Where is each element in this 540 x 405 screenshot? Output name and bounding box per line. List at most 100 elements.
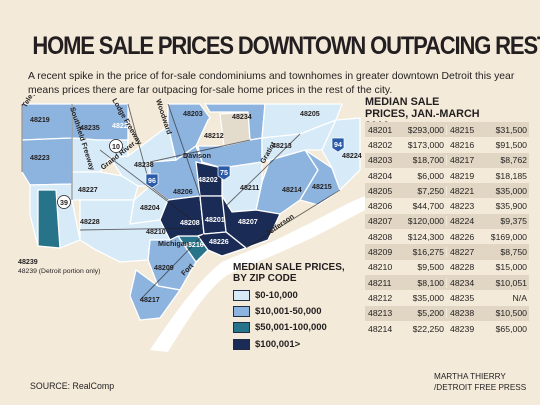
legend-label: $0-10,000 (255, 289, 298, 301)
table-cell-left: 48208 $124,300 (365, 231, 447, 242)
zip-label: 48217 (140, 296, 160, 304)
median-price: $9,500 (417, 262, 444, 273)
road-davison (149, 139, 251, 163)
legend-item: $10,001-50,000 (233, 303, 351, 319)
shield-number: 39 (60, 199, 68, 207)
median-price: $10,500 (495, 308, 527, 319)
zip-label: 48239 (18, 258, 38, 266)
interstate-shield: 94 (331, 137, 345, 153)
shield-number: 75 (220, 169, 228, 177)
median-price: $8,750 (500, 247, 527, 258)
legend-label: $50,001-100,000 (255, 322, 327, 334)
zip-code: 48215 (450, 124, 475, 135)
highway-shield: 10 (109, 139, 123, 153)
river-water (150, 196, 365, 352)
zip-label: 48201 (205, 216, 225, 224)
zip-label: 48234 (232, 113, 252, 121)
table-row: 48211 $8,100 48234 $10,051 (365, 274, 529, 291)
zip-label: 48215 (312, 183, 332, 191)
table-row: 48212 $35,000 48235 N/A (365, 290, 529, 305)
zip-label: 48219 (30, 116, 50, 124)
table-title: MEDIAN SALE PRICES, JAN.-MARCH 2016 (365, 96, 480, 132)
zip-label: 48226 (209, 238, 229, 246)
zip-code: 48203 (368, 155, 393, 166)
legend-item: $100,001> (233, 336, 351, 352)
legend-swatch (233, 289, 250, 301)
zip-48213 (261, 118, 338, 163)
median-price: $65,000 (495, 323, 527, 334)
legend-item: $0-10,000 (233, 287, 351, 303)
table-cell-left: 48214 $22,250 (365, 323, 447, 334)
legend-title: MEDIAN SALE PRICES, BY ZIP CODE (233, 262, 345, 284)
shield-number: 96 (148, 177, 156, 185)
zip-48208 (159, 195, 205, 241)
median-price: $35,000 (412, 292, 444, 303)
legend-label: $100,001> (255, 338, 301, 350)
zip-code: 48228 (450, 262, 475, 273)
headline: HOME SALE PRICES DOWNTOWN OUTPACING REST… (32, 32, 540, 60)
zip-code: 48208 (368, 231, 393, 242)
median-price: $91,500 (495, 139, 527, 150)
zip-label: 48207 (238, 218, 258, 226)
table-row: 48214 $22,250 48239 $65,000 (365, 321, 529, 336)
table-cell-right: 48227 $8,750 (447, 247, 529, 257)
legend: MEDIAN SALE PRICES, BY ZIP CODE $0-10,00… (233, 262, 351, 353)
interstate-shield: 75 (217, 165, 231, 181)
zip-label: 48227 (78, 186, 98, 194)
zip-code: 48226 (450, 231, 475, 242)
table-row: 48209 $16,275 48227 $8,750 (365, 244, 529, 260)
highway-shield: 39 (57, 195, 71, 209)
zip-code: 48211 (368, 277, 392, 288)
table-cell-left: 48205 $7,250 (365, 185, 447, 196)
median-price: N/A (512, 292, 527, 303)
table-cell-right: 48234 $10,051 (447, 278, 529, 288)
road-gratiot (225, 133, 301, 207)
shield-number: 94 (334, 141, 342, 149)
table-cell-right: 48226 $169,000 (447, 232, 529, 242)
zip-label: 48204 (140, 204, 160, 212)
table-cell-right: 48235 N/A (447, 293, 529, 303)
zip-code: 48224 (450, 216, 475, 227)
interstate-shield: 96 (145, 173, 159, 189)
zip-code: 48216 (450, 139, 475, 150)
table-cell-right: 48238 $10,500 (447, 308, 529, 318)
table-row: 48202 $173,000 48216 $91,500 (365, 137, 529, 152)
zip-48217 (129, 268, 182, 321)
table-row: 48206 $44,700 48223 $35,900 (365, 198, 529, 213)
road-michigan (79, 227, 201, 231)
table-cell-right: 48223 $35,900 (447, 201, 529, 211)
zip-code: 48219 (450, 170, 475, 181)
zip-label: 48221 (112, 122, 132, 130)
median-price: $9,375 (500, 216, 527, 227)
zip-label: 48212 (204, 132, 224, 140)
median-price: $124,300 (407, 231, 444, 242)
median-price: $31,500 (495, 124, 527, 135)
legend-swatch (233, 338, 250, 350)
road-woodward (167, 103, 201, 197)
table-cell-left: 48203 $18,700 (365, 155, 447, 166)
zip-label: 48210 (146, 228, 166, 236)
table-cell-left: 48210 $9,500 (365, 262, 447, 273)
table-cell-right: 48216 $91,500 (447, 140, 529, 150)
median-price: $16,275 (412, 247, 444, 258)
zip-code: 48209 (368, 247, 393, 258)
table-cell-right: 48228 $15,000 (447, 262, 529, 272)
table-cell-left: 48204 $6,000 (365, 170, 447, 181)
median-price: $18,700 (412, 155, 444, 166)
table-cell-right: 48217 $8,762 (447, 155, 529, 165)
table-cell-right: 48221 $35,000 (447, 186, 529, 196)
zip-code: 48202 (368, 139, 393, 150)
legend-swatch (233, 306, 250, 318)
median-price: $8,100 (417, 277, 444, 288)
table-cell-right: 48215 $31,500 (447, 125, 529, 135)
table-row: 48203 $18,700 48217 $8,762 (365, 152, 529, 168)
table-row: 48204 $6,000 48219 $18,185 (365, 168, 529, 183)
zip-label: 48202 (198, 176, 218, 184)
zip-label: 48206 (173, 188, 193, 196)
zip-label: 48213 (272, 142, 292, 150)
zip-code: 48221 (450, 185, 475, 196)
road-grand-river (99, 149, 201, 227)
zip-label: 48228 (80, 218, 100, 226)
zip-label: 48238 (134, 161, 154, 169)
table-cell-left: 48202 $173,000 (365, 139, 447, 150)
